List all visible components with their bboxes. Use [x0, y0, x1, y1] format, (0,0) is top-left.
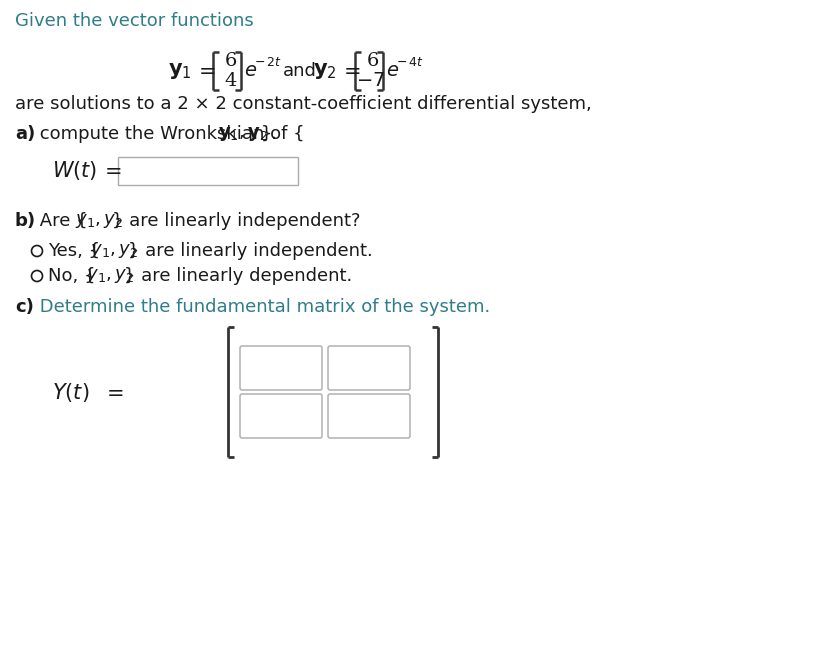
Text: $e$: $e$: [244, 62, 257, 80]
Text: compute the Wronkskian of {: compute the Wronkskian of {: [34, 125, 304, 143]
Text: $y_1, y_2$: $y_1, y_2$: [86, 267, 134, 285]
Text: Are {: Are {: [34, 212, 88, 230]
Text: $=$: $=$: [99, 161, 121, 181]
Text: $=$: $=$: [194, 62, 215, 80]
Text: $=$: $=$: [339, 62, 360, 80]
Text: $\mathbf{y}_1, \mathbf{y}_2$: $\mathbf{y}_1, \mathbf{y}_2$: [217, 125, 268, 143]
Text: $y_1, y_2$: $y_1, y_2$: [90, 242, 138, 260]
Text: 4: 4: [225, 72, 237, 90]
Text: $-\,2t$: $-\,2t$: [253, 56, 282, 68]
FancyBboxPatch shape: [118, 157, 298, 185]
Text: Given the vector functions: Given the vector functions: [15, 12, 253, 30]
Text: $y_1, y_2$: $y_1, y_2$: [75, 212, 123, 230]
FancyBboxPatch shape: [240, 346, 322, 390]
Text: are solutions to a 2 × 2 constant-coefficient differential system,: are solutions to a 2 × 2 constant-coeffi…: [15, 95, 591, 113]
Text: b): b): [15, 212, 36, 230]
Text: } are linearly independent?: } are linearly independent?: [112, 212, 360, 230]
Text: $=$: $=$: [102, 383, 123, 401]
Text: } are linearly independent.: } are linearly independent.: [128, 242, 372, 260]
Text: and: and: [283, 62, 317, 80]
Text: } are linearly dependent.: } are linearly dependent.: [124, 267, 352, 285]
Text: $\mathbf{y}_2$: $\mathbf{y}_2$: [313, 61, 336, 81]
Text: $Y(t)$: $Y(t)$: [52, 381, 89, 403]
Text: c): c): [15, 298, 33, 316]
Text: $-7$: $-7$: [356, 72, 385, 90]
Text: 6: 6: [225, 52, 237, 70]
FancyBboxPatch shape: [328, 394, 410, 438]
FancyBboxPatch shape: [240, 394, 322, 438]
Text: Determine the fundamental matrix of the system.: Determine the fundamental matrix of the …: [34, 298, 490, 316]
Text: }.: }.: [261, 125, 278, 143]
Text: $-\,4t$: $-\,4t$: [395, 56, 423, 68]
Text: $\mathbf{y}_1$: $\mathbf{y}_1$: [168, 61, 191, 81]
Text: a): a): [15, 125, 35, 143]
FancyBboxPatch shape: [328, 346, 410, 390]
Text: No, {: No, {: [48, 267, 95, 285]
Text: $e$: $e$: [385, 62, 399, 80]
Text: $W(t)$: $W(t)$: [52, 159, 97, 183]
Text: Yes, {: Yes, {: [48, 242, 100, 260]
Text: 6: 6: [366, 52, 379, 70]
